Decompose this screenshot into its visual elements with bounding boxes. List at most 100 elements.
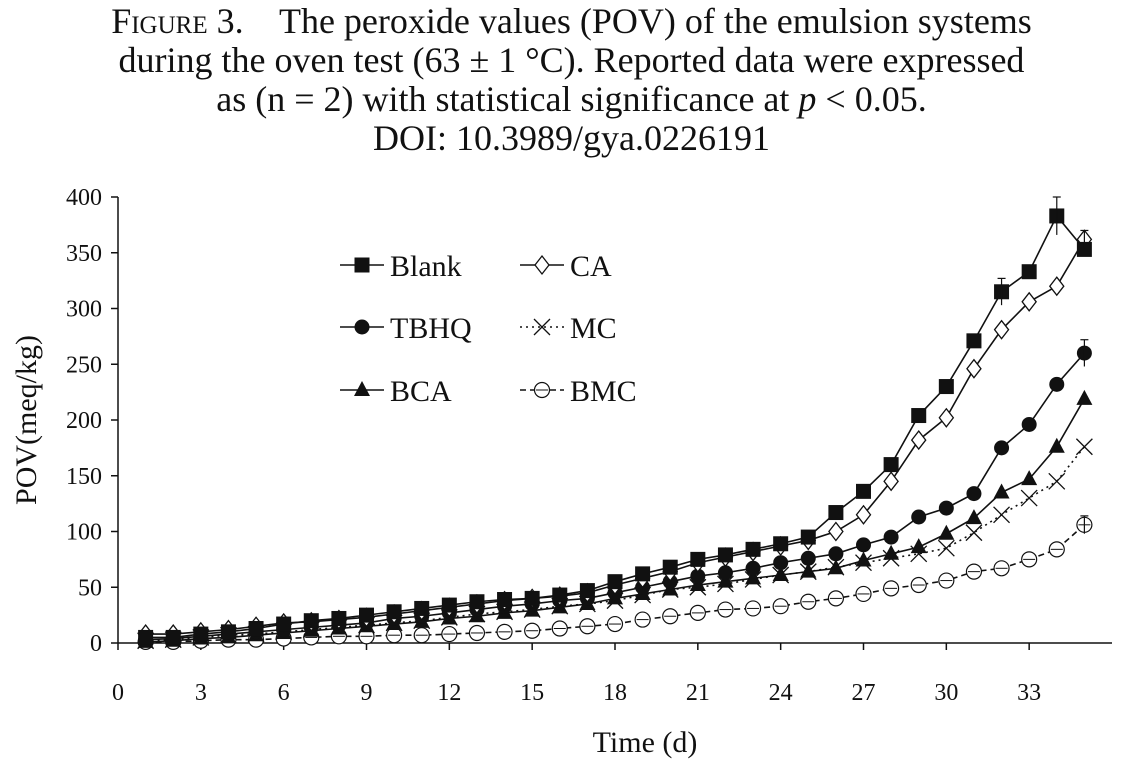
legend-label-tbhq: TBHQ (390, 312, 472, 345)
legend-item-bca: BCA (340, 375, 452, 408)
data-point-mc (1075, 438, 1093, 456)
x-tick-label: 3 (195, 680, 207, 706)
data-point-blank (220, 624, 236, 640)
data-point-tbhq (773, 555, 789, 571)
data-point-tbhq (938, 500, 954, 516)
y-tick-label: 350 (66, 241, 102, 267)
legend-marker-ca (534, 254, 550, 276)
data-point-tbhq (966, 486, 982, 502)
data-point-bca (938, 524, 955, 540)
data-point-bca (1076, 389, 1093, 405)
x-axis-label: Time (d) (593, 726, 698, 759)
series-bmc (137, 516, 1093, 650)
data-point-ca (938, 407, 955, 428)
caption-text-3b: < 0.05. (816, 79, 927, 119)
data-point-ca (1048, 276, 1065, 297)
x-tick-label: 30 (934, 680, 958, 706)
data-point-blank (303, 613, 319, 629)
data-point-tbhq (800, 550, 816, 566)
x-tick-label: 33 (1017, 680, 1041, 706)
y-tick-label: 100 (66, 520, 102, 546)
y-tick-label: 0 (90, 631, 102, 657)
data-point-blank (883, 457, 899, 473)
legend-marker-bca (354, 381, 370, 396)
y-tick-label: 150 (66, 464, 102, 490)
x-tick-label: 12 (437, 680, 461, 706)
data-point-bca (800, 562, 817, 578)
caption-text-3a: as (n = 2) with statistical significance… (216, 79, 799, 119)
data-point-blank (248, 621, 264, 637)
data-point-tbhq (994, 440, 1010, 456)
data-point-mc (1020, 489, 1038, 507)
x-tick-label: 0 (112, 680, 124, 706)
x-tick-label: 21 (686, 680, 710, 706)
data-point-blank (165, 629, 181, 645)
data-point-blank (331, 610, 347, 626)
data-point-blank (911, 408, 927, 424)
legend-item-ca: CA (520, 250, 612, 283)
data-point-blank (386, 604, 402, 620)
data-point-blank (497, 592, 513, 608)
data-point-tbhq (1049, 376, 1065, 392)
data-point-blank (1076, 241, 1092, 257)
data-point-blank (441, 597, 457, 613)
data-point-tbhq (717, 565, 733, 581)
figure-label: Figure 3. (111, 1, 244, 41)
data-point-bca (772, 565, 789, 581)
data-point-tbhq (1021, 416, 1037, 432)
data-point-blank (193, 626, 209, 642)
data-point-mc (937, 539, 955, 557)
x-tick-label: 18 (603, 680, 627, 706)
data-point-mc (1048, 472, 1066, 490)
data-point-blank (745, 541, 761, 557)
data-point-mc (993, 506, 1011, 524)
data-point-blank (966, 333, 982, 349)
data-point-blank (469, 594, 485, 610)
caption-text-1: The peroxide values (POV) of the emulsio… (278, 1, 1032, 41)
data-point-blank (717, 547, 733, 563)
data-point-blank (800, 529, 816, 545)
data-point-blank (579, 583, 595, 599)
caption-doi: DOI: 10.3989/gya.0226191 (373, 118, 770, 158)
legend-item-mc: MC (520, 312, 617, 345)
data-point-blank (607, 574, 623, 590)
x-tick-label: 6 (278, 680, 290, 706)
data-point-ca (1021, 291, 1037, 312)
legend-label-mc: MC (570, 312, 617, 345)
data-point-blank (662, 559, 678, 575)
data-point-ca (910, 430, 927, 451)
series-line-mc (145, 446, 1086, 642)
x-tick-label: 27 (852, 680, 876, 706)
data-point-ca (855, 504, 872, 525)
data-point-ca (993, 319, 1010, 340)
series-bca (137, 389, 1093, 648)
data-point-blank (828, 505, 844, 521)
legend-label-bmc: BMC (570, 375, 637, 408)
y-tick-label: 50 (78, 575, 102, 601)
data-point-blank (524, 590, 540, 606)
data-point-bca (1048, 437, 1065, 453)
data-point-bca (745, 569, 762, 585)
legend-item-bmc: BMC (520, 375, 637, 408)
data-point-bca (993, 483, 1010, 499)
data-point-ca (828, 521, 844, 542)
figure-caption: Figure 3. The peroxide values (POV) of t… (0, 2, 1143, 158)
y-tick-label: 300 (66, 297, 102, 323)
data-point-blank (276, 616, 292, 632)
series-blank (138, 208, 1092, 645)
data-point-bca (855, 551, 872, 567)
legend-marker-tbhq (354, 319, 370, 335)
data-point-tbhq (883, 529, 899, 545)
data-point-blank (635, 566, 651, 582)
data-point-ca (883, 471, 899, 492)
legend-label-blank: Blank (390, 250, 462, 283)
legend-label-bca: BCA (390, 375, 452, 408)
data-point-blank (138, 629, 154, 645)
data-point-blank (414, 600, 430, 616)
x-tick-label: 24 (769, 680, 793, 706)
y-tick-label: 250 (66, 352, 102, 378)
data-point-tbhq (690, 568, 706, 584)
data-point-bca (827, 559, 844, 575)
y-tick-label: 400 (66, 185, 102, 211)
